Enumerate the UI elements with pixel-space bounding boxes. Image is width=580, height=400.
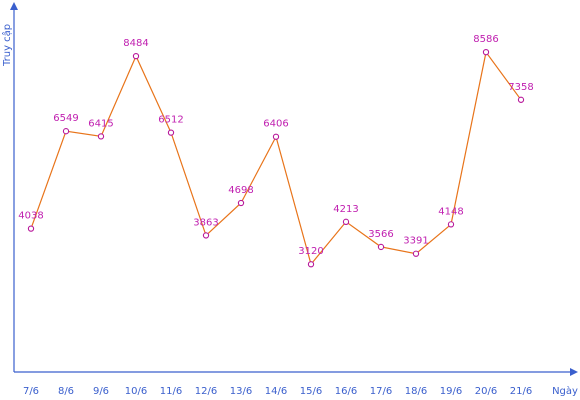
- y-axis: Truy cập: [1, 2, 18, 372]
- x-tick-label: 19/6: [440, 386, 462, 397]
- data-point: [167, 129, 175, 136]
- data-label: 8586: [473, 34, 498, 45]
- data-label: 4038: [18, 211, 43, 222]
- data-point: [377, 243, 385, 251]
- data-label: 4213: [333, 204, 358, 215]
- x-tick-label: 8/6: [58, 386, 74, 397]
- x-tick-labels: 7/6 8/6 9/6 10/6 11/6 12/6 13/6 14/6 15/6 16/6 17/…: [23, 386, 532, 397]
- data-label: 3391: [403, 236, 428, 247]
- data-label: 6415: [88, 118, 113, 129]
- x-tick-label: 17/6: [370, 386, 392, 397]
- data-label: 4148: [438, 206, 463, 217]
- x-tick-label: 20/6: [475, 386, 497, 397]
- data-point: [482, 49, 490, 56]
- data-points: [27, 49, 525, 268]
- data-label: 4698: [228, 185, 253, 196]
- x-tick-label: 9/6: [93, 386, 109, 397]
- data-point: [27, 225, 35, 232]
- x-tick-label: 13/6: [230, 386, 252, 397]
- x-tick-label: 7/6: [23, 386, 39, 397]
- x-tick-label: 18/6: [405, 386, 427, 397]
- data-labels: 4038 6549 6415 8484 6512 3863 4698 6406 3120 4213…: [18, 34, 533, 257]
- data-point: [342, 218, 350, 225]
- y-axis-title: Truy cập: [1, 24, 13, 67]
- x-tick-label: 16/6: [335, 386, 357, 397]
- x-axis-title: Ngày: [552, 385, 578, 397]
- data-point: [202, 232, 210, 239]
- data-point: [307, 261, 315, 268]
- data-label: 6406: [263, 119, 288, 130]
- data-label: 8484: [123, 38, 148, 49]
- data-label: 3120: [298, 246, 323, 257]
- data-point: [447, 221, 455, 228]
- x-tick-label: 14/6: [265, 386, 287, 397]
- series-line: [30, 50, 522, 266]
- x-tick-label: 12/6: [195, 386, 217, 397]
- data-label: 3566: [368, 229, 393, 240]
- x-axis: Ngày: [14, 368, 578, 397]
- x-tick-label: 21/6: [510, 386, 532, 397]
- data-label: 6549: [53, 113, 78, 124]
- data-point: [272, 133, 280, 140]
- data-point: [132, 52, 140, 60]
- x-tick-label: 11/6: [160, 386, 182, 397]
- x-axis-arrow: [570, 368, 578, 376]
- y-axis-arrow: [10, 2, 18, 10]
- data-point: [412, 250, 420, 257]
- data-point: [517, 96, 525, 103]
- data-label: 3863: [193, 217, 218, 228]
- x-tick-label: 15/6: [300, 386, 322, 397]
- data-point: [97, 133, 105, 140]
- data-label: 6512: [158, 115, 183, 126]
- x-tick-label: 10/6: [125, 386, 147, 397]
- data-point: [237, 199, 245, 207]
- data-label: 7358: [508, 82, 533, 93]
- data-point: [62, 128, 70, 135]
